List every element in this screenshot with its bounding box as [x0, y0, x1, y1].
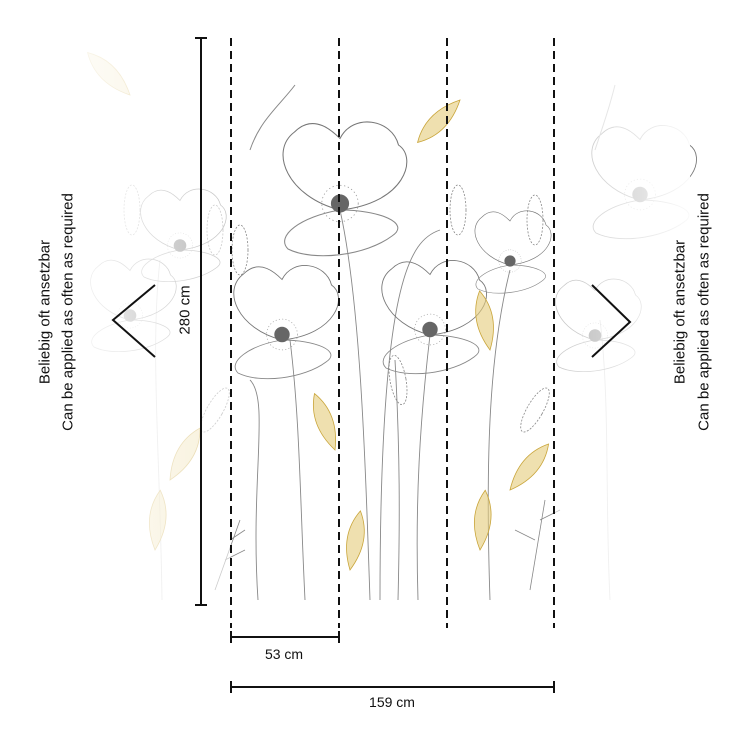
left-note-line2: Can be applied as often as required [59, 193, 77, 431]
total-width-dimension [230, 681, 555, 693]
right-note-line1: Beliebig oft ansetzbar [671, 239, 689, 385]
chevron-right-icon [591, 284, 632, 358]
chevron-left-icon [111, 284, 156, 358]
right-note-line2: Can be applied as often as required [695, 193, 713, 431]
panel-seam-lines [230, 38, 555, 628]
panel-width-label: 53 cm [264, 646, 304, 662]
left-note-line1: Beliebig oft ansetzbar [36, 239, 54, 385]
height-label: 280 cm [176, 285, 194, 335]
height-dimension [195, 37, 207, 606]
flower-artwork [60, 30, 698, 620]
panel-width-dimension [230, 631, 340, 643]
dimension-lines [111, 37, 632, 693]
total-width-label: 159 cm [369, 694, 415, 710]
